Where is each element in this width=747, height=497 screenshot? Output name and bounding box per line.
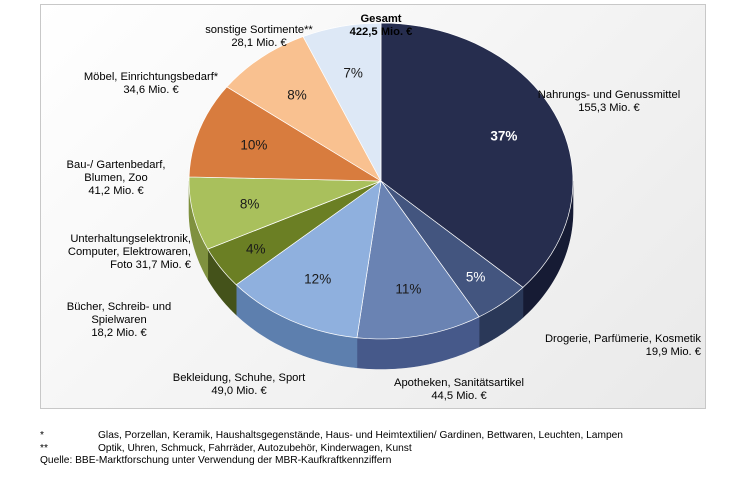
label-nahrung-name: Nahrungs- und Genussmittel xyxy=(537,89,681,101)
pie-slice-7 xyxy=(226,36,382,182)
label-drogerie-name: Drogerie, Parfümerie, Kosmetik xyxy=(544,333,701,345)
label-apotheken-name: Apotheken, Sanitätsartikel xyxy=(394,377,524,389)
label-apotheken-value: 44,5 Mio. € xyxy=(431,390,487,402)
label-bekleidung-value: 49,0 Mio. € xyxy=(211,385,267,397)
footnote-1: * Glas, Porzellan, Keramik, Haushaltsgege… xyxy=(40,430,623,443)
pie-slice-1 xyxy=(380,180,524,318)
label-drogerie-value: 19,9 Mio. € xyxy=(645,346,701,358)
label-sonstige-value: 28,1 Mio. € xyxy=(231,37,287,49)
total-value: 422,5 Mio. € xyxy=(349,26,413,38)
label-bekleidung: Bekleidung, Schuhe, Sport 49,0 Mio. € xyxy=(159,372,319,398)
label-buecher-line1: Bücher, Schreib- und xyxy=(66,301,172,313)
footnote-2-marker: ** xyxy=(40,442,48,454)
pie-slice-5 xyxy=(188,176,382,250)
label-bau-line1: Bau-/ Gartenbedarf, xyxy=(66,159,166,171)
pie-percent-label-4: 4% xyxy=(246,241,266,257)
label-apotheken: Apotheken, Sanitätsartikel 44,5 Mio. € xyxy=(379,377,539,403)
pie-percent-label-7: 8% xyxy=(287,87,307,103)
label-bau: Bau-/ Gartenbedarf, Blumen, Zoo 41,2 Mio… xyxy=(51,159,181,198)
label-unterhaltung: Unterhaltungselektronik, Computer, Elekt… xyxy=(41,233,191,272)
pie-percent-label-8: 7% xyxy=(343,65,363,81)
label-moebel-value: 34,6 Mio. € xyxy=(123,84,179,96)
label-bau-value: 41,2 Mio. € xyxy=(88,185,144,197)
pie-chart xyxy=(188,22,574,370)
footnote-1-marker: * xyxy=(40,430,44,441)
label-buecher-value: 18,2 Mio. € xyxy=(91,327,147,339)
footnote-1-text: Glas, Porzellan, Keramik, Haushaltsgegen… xyxy=(98,430,623,441)
label-ue-line3: Foto 31,7 Mio. € xyxy=(110,259,191,271)
label-nahrung: Nahrungs- und Genussmittel 155,3 Mio. € xyxy=(524,89,694,115)
pie-slice-4 xyxy=(207,180,382,286)
label-bau-line2: Blumen, Zoo xyxy=(84,172,148,184)
label-buecher-line2: Spielwaren xyxy=(91,314,147,326)
pie-slice-2 xyxy=(356,180,480,340)
label-nahrung-value: 155,3 Mio. € xyxy=(578,102,640,114)
pie-percent-label-1: 5% xyxy=(465,269,486,284)
label-moebel-name: Möbel, Einrichtungsbedarf* xyxy=(83,71,219,83)
source-note: Quelle: BBE-Marktforschung unter Verwend… xyxy=(40,455,392,466)
pie-percent-label-6: 10% xyxy=(240,137,268,153)
pie-side-walls xyxy=(188,180,574,370)
pie-slice-0 xyxy=(380,22,574,288)
pie-slices xyxy=(188,22,574,340)
total-label: Gesamt 422,5 Mio. € xyxy=(341,13,421,39)
label-ue-line1: Unterhaltungselektronik, xyxy=(70,233,191,245)
pie-slice-8 xyxy=(302,22,382,182)
total-title: Gesamt xyxy=(360,13,402,25)
pie-percent-label-5: 8% xyxy=(239,196,260,212)
label-drogerie: Drogerie, Parfümerie, Kosmetik 19,9 Mio.… xyxy=(511,333,701,359)
chart-panel: Gesamt 422,5 Mio. € sonstige Sortimente*… xyxy=(40,4,706,409)
label-buecher: Bücher, Schreib- und Spielwaren 18,2 Mio… xyxy=(49,301,189,340)
footnote-2: ** Optik, Uhren, Schmuck, Fahrräder, Auto… xyxy=(40,443,623,456)
label-ue-line2: Computer, Elektrowaren, xyxy=(67,246,191,258)
label-sonstige-name: sonstige Sortimente** xyxy=(205,24,313,36)
footnote-2-text: Optik, Uhren, Schmuck, Fahrräder, Autozu… xyxy=(98,442,412,454)
pie-percent-label-0: 37% xyxy=(490,128,518,144)
label-bekleidung-name: Bekleidung, Schuhe, Sport xyxy=(172,372,306,384)
pie-percent-label-2: 11% xyxy=(395,281,422,297)
pie-slice-3 xyxy=(235,180,382,339)
label-moebel: Möbel, Einrichtungsbedarf* 34,6 Mio. € xyxy=(71,71,231,97)
label-sonstige: sonstige Sortimente** 28,1 Mio. € xyxy=(189,24,329,50)
footnotes: * Glas, Porzellan, Keramik, Haushaltsgege… xyxy=(40,430,623,468)
pie-slice-6 xyxy=(188,86,383,182)
pie-percent-label-3: 12% xyxy=(304,271,332,287)
